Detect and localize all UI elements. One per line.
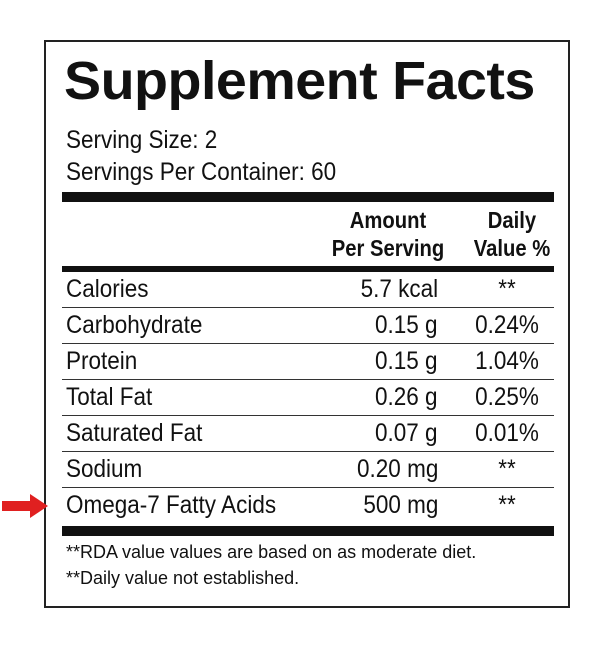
nutrient-name: Protein bbox=[66, 347, 138, 375]
nutrient-amount: 500 mg bbox=[362, 491, 438, 519]
label-title: Supplement Facts bbox=[64, 51, 535, 111]
nutrient-amount: 0.26 g bbox=[375, 383, 438, 411]
nutrient-daily-value: 1.04% bbox=[475, 347, 539, 375]
table-row: Saturated Fat 0.07 g 0.01% bbox=[62, 416, 554, 452]
nutrient-name: Calories bbox=[66, 275, 149, 303]
supplement-facts-label: Supplement Facts Serving Size: 2 Serving… bbox=[44, 40, 570, 608]
nutrient-name: Saturated Fat bbox=[66, 419, 203, 447]
table-row: Carbohydrate 0.15 g 0.24% bbox=[62, 308, 554, 344]
header-divider bbox=[62, 266, 554, 272]
nutrient-daily-value: 0.24% bbox=[475, 311, 539, 339]
nutrient-daily-value: ** bbox=[498, 491, 516, 519]
amount-header-line2: Per Serving bbox=[331, 235, 445, 261]
table-row-highlighted: Omega-7 Fatty Acids 500 mg ** bbox=[62, 488, 554, 524]
nutrient-name: Total Fat bbox=[66, 383, 153, 411]
thick-divider bbox=[62, 192, 554, 202]
nutrient-name: Carbohydrate bbox=[66, 311, 203, 339]
footnote-daily-value: **Daily value not established. bbox=[66, 568, 300, 588]
nutrient-name: Sodium bbox=[66, 455, 143, 483]
nutrient-daily-value: ** bbox=[498, 455, 516, 483]
servings-per-container: Servings Per Container: 60 bbox=[66, 158, 337, 186]
nutrient-table: Calories 5.7 kcal ** Carbohydrate 0.15 g… bbox=[62, 272, 554, 524]
nutrient-daily-value: 0.25% bbox=[475, 383, 539, 411]
nutrient-daily-value: ** bbox=[498, 275, 516, 303]
nutrient-amount: 0.15 g bbox=[375, 311, 438, 339]
daily-header-line1: Daily bbox=[487, 207, 537, 233]
table-row: Calories 5.7 kcal ** bbox=[62, 272, 554, 308]
nutrient-daily-value: 0.01% bbox=[475, 419, 539, 447]
nutrient-amount: 0.07 g bbox=[375, 419, 438, 447]
amount-per-serving-header: Amount Per Serving bbox=[326, 206, 449, 262]
daily-value-header: Daily Value % bbox=[468, 206, 556, 262]
nutrient-amount: 0.20 mg bbox=[356, 455, 438, 483]
table-row: Total Fat 0.26 g 0.25% bbox=[62, 380, 554, 416]
arrow-right-icon bbox=[2, 494, 48, 518]
bottom-thick-divider bbox=[62, 526, 554, 536]
serving-size: Serving Size: 2 bbox=[66, 126, 218, 154]
table-row: Protein 0.15 g 1.04% bbox=[62, 344, 554, 380]
nutrient-amount: 5.7 kcal bbox=[360, 275, 438, 303]
amount-header-line1: Amount bbox=[349, 207, 427, 233]
daily-header-line2: Value % bbox=[473, 235, 551, 261]
arrow-shape bbox=[2, 494, 48, 518]
nutrient-amount: 0.15 g bbox=[375, 347, 438, 375]
table-row: Sodium 0.20 mg ** bbox=[62, 452, 554, 488]
footnote-rda: **RDA value values are based on as moder… bbox=[66, 542, 477, 562]
nutrient-name: Omega-7 Fatty Acids bbox=[66, 491, 277, 519]
